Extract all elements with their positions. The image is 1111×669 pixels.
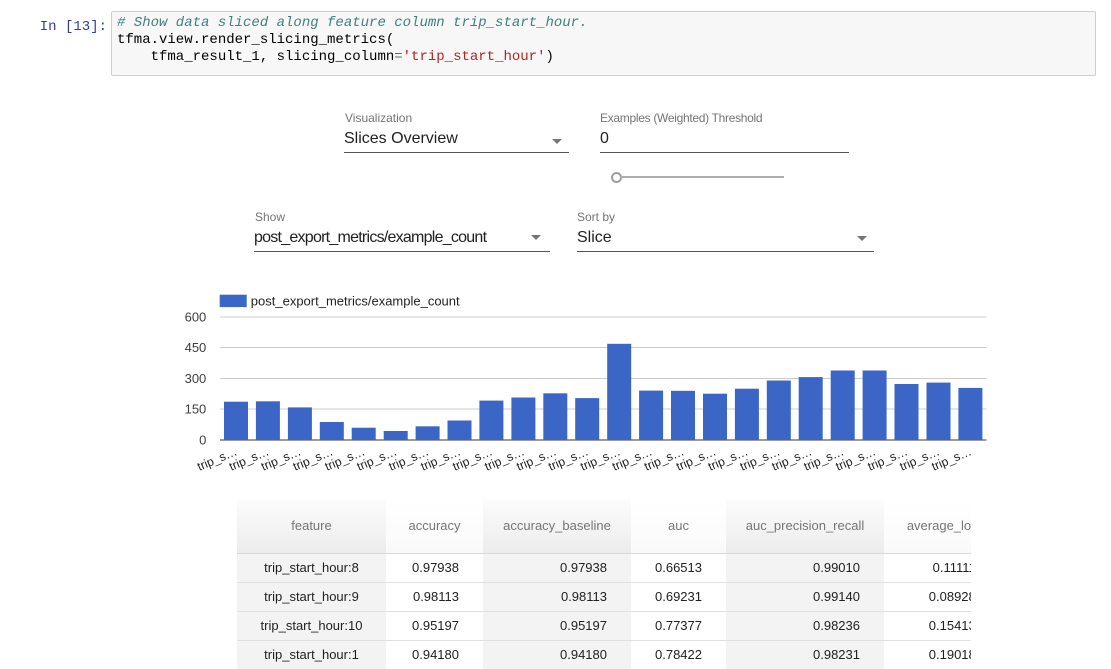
svg-text:600: 600 xyxy=(185,310,207,325)
svg-text:300: 300 xyxy=(185,371,207,386)
svg-text:0: 0 xyxy=(199,433,206,448)
svg-text:150: 150 xyxy=(185,402,207,417)
svg-text:450: 450 xyxy=(185,340,207,355)
svg-text:post_export_metrics/example_co: post_export_metrics/example_count xyxy=(251,294,460,309)
